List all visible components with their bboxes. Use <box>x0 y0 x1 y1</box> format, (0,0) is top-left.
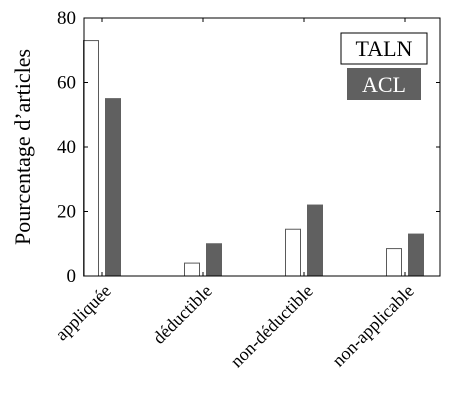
legend-entry-acl <box>347 68 421 100</box>
bar-acl <box>206 243 222 277</box>
bar-taln <box>386 248 402 277</box>
bar-taln <box>83 40 99 277</box>
bar-acl <box>105 98 121 277</box>
bar-taln <box>184 262 200 277</box>
y-axis-title: Pourcentage d’articles <box>10 49 35 245</box>
bar-acl <box>307 204 323 277</box>
x-category-label: appliquée <box>51 281 115 345</box>
bar-taln <box>285 228 301 277</box>
x-category-label: non-applicable <box>328 281 418 371</box>
legend-label-acl: ACL <box>362 72 406 97</box>
x-category-label: non-déductible <box>226 281 316 371</box>
legend-entry-taln <box>340 32 428 65</box>
plot-area <box>83 40 424 277</box>
legend-label-taln: TALN <box>356 36 413 61</box>
legend: TALN ACL <box>340 32 428 100</box>
y-tick-label: 20 <box>57 202 76 223</box>
y-tick-label: 80 <box>57 8 76 29</box>
x-category-label: déductible <box>149 281 216 348</box>
bar-acl <box>408 233 424 277</box>
y-tick-label: 40 <box>57 137 76 158</box>
y-tick-label: 0 <box>67 266 77 287</box>
y-tick-label: 60 <box>57 73 76 94</box>
